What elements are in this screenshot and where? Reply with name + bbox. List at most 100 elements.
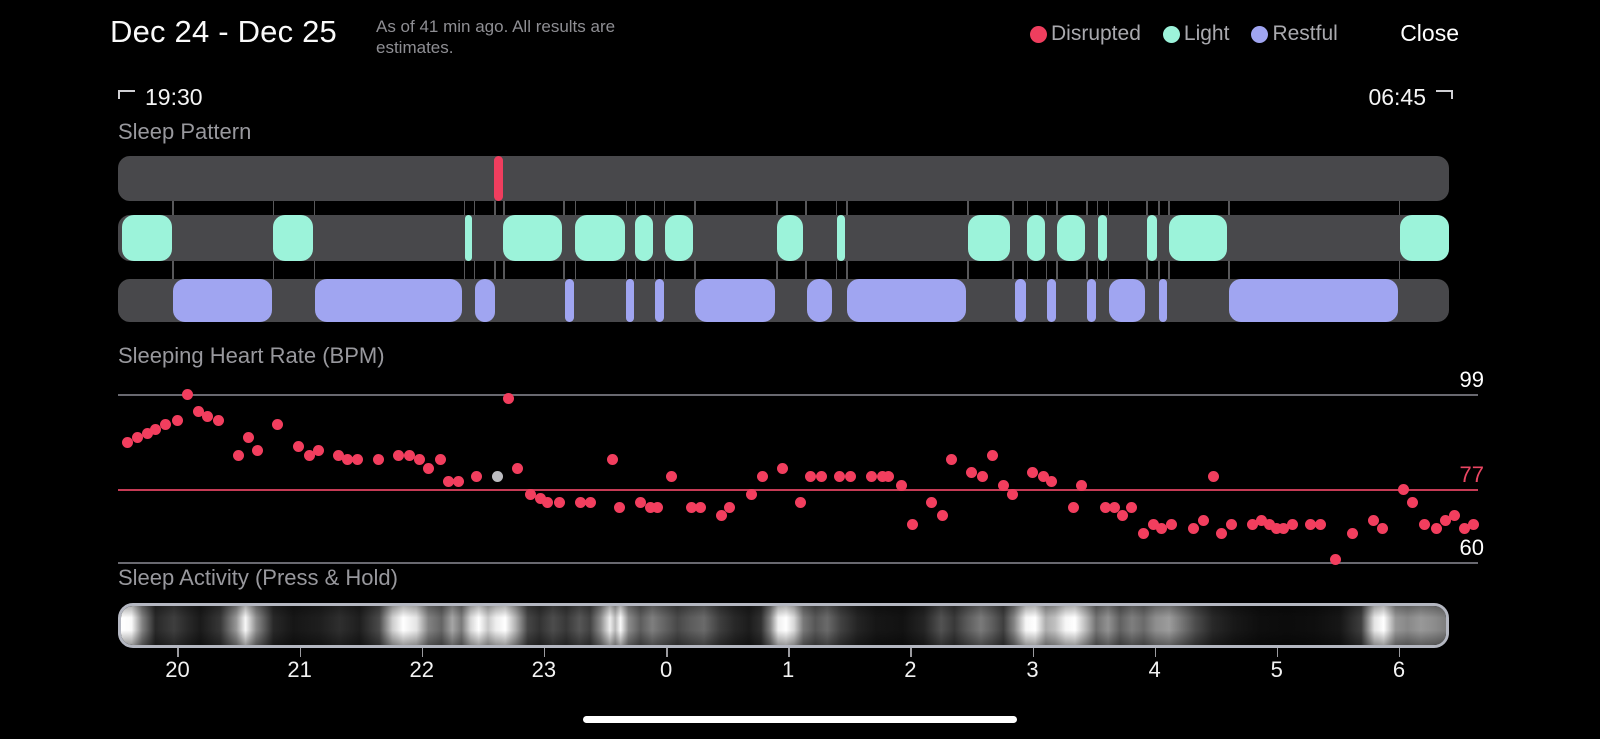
heart-rate-point [503,393,515,405]
heart-rate-point [201,410,213,422]
hour-label: 1 [782,657,795,682]
heart-rate-point [1166,518,1178,530]
legend: Disrupted Light Restful [1030,22,1338,46]
heart-rate-point [1406,497,1418,509]
heart-rate-point [1263,518,1275,530]
heart-rate-point [844,471,856,483]
heart-rate-point [614,501,626,513]
heart-rate-point [443,475,455,487]
heart-rate-point [965,467,977,478]
hour-tick [1398,648,1401,657]
heart-rate-point [1046,475,1058,487]
hour-label: 5 [1270,657,1283,682]
heart-rate-point [333,449,345,461]
page-title: Dec 24 - Dec 25 [110,14,337,49]
home-indicator[interactable] [583,716,1017,723]
hour-tick [1154,648,1157,657]
hour-label: 20 [165,657,190,682]
heart-rate-point [865,471,877,483]
heart-rate-point [776,462,788,474]
bpm-axis-label: 99 [1459,366,1484,392]
hour-label: 4 [1148,657,1161,682]
activity-gradient [121,606,1446,645]
sleep-segment [1086,279,1096,322]
heart-rate-point [1156,523,1168,535]
heart-rate-point [272,419,284,431]
heart-rate-point [511,462,523,474]
heart-rate-point [686,501,698,513]
heart-rate-point [925,497,937,509]
heart-rate-point [946,454,958,466]
heart-rate-point [1188,523,1200,535]
range-end-marker-icon [1436,90,1453,99]
heart-rate-point [150,423,162,435]
heart-rate-point [1271,523,1283,535]
heart-rate-point [997,479,1009,491]
heart-rate-point [606,454,618,466]
sleep-segment [1014,279,1026,322]
sleep-segment [626,279,635,322]
heart-rate-point [351,454,363,466]
sleep-pattern-title: Sleep Pattern [118,119,252,144]
reference-line-60 [118,562,1478,565]
heart-rate-point [1026,467,1038,478]
sleep-segment [655,279,665,322]
reference-line-77 [118,488,1478,491]
sleep-segment [694,279,775,322]
heart-rate-point [554,497,566,509]
heart-rate-point [1197,514,1209,526]
sleep-segment [776,215,803,261]
hour-tick [1276,648,1279,657]
light-dot-icon [1162,25,1180,43]
heart-rate-point [372,454,384,466]
sleep-segment [1400,215,1449,261]
heart-rate-point [652,501,664,513]
heart-rate-point [896,479,908,491]
sleep-segment [494,156,504,201]
last-updated-note: As of 41 min ago. All results are estima… [376,17,616,57]
hour-tick [299,648,302,657]
sleep-segment [967,215,1011,261]
sleep-segment [665,215,693,261]
hour-label: 23 [531,657,557,682]
heart-rate-point [1225,518,1237,530]
heart-rate-point [1207,471,1219,483]
sleep-window-end: 06:45 [1368,84,1453,111]
heart-rate-point [534,492,546,504]
sleep-segment [807,279,833,322]
sleep-activity-bar[interactable] [118,603,1449,648]
heart-rate-point [882,471,894,483]
close-button[interactable]: Close [1400,20,1459,46]
heart-rate-point [132,432,144,444]
heart-rate-point [393,449,405,461]
sleep-window-start: 19:30 [118,84,203,111]
hour-label: 0 [659,657,673,682]
heart-rate-point [715,510,727,522]
heart-rate-point [1286,518,1298,530]
start-time-label: 19:30 [145,84,203,110]
heart-rate-point [1329,553,1341,565]
heart-rate-point [1459,523,1471,535]
heart-rate-point [1467,518,1479,530]
sleep-segment [1146,215,1157,261]
reference-line-99 [118,393,1478,396]
heart-rate-point [193,406,205,418]
restful-dot-icon [1251,25,1269,43]
sleep-segment [121,215,173,261]
hour-tick [421,648,424,657]
disrupted-dot-icon [1030,25,1047,43]
heart-rate-point [1430,523,1442,535]
hour-tick [666,648,668,657]
hour-label: 6 [1392,657,1406,682]
heart-rate-point [1007,488,1019,500]
heart-rate-point [1346,527,1358,539]
heart-rate-point [986,449,998,461]
heart-rate-point [876,471,888,483]
sleep-segment [1057,215,1085,261]
sleep-segment [837,215,845,261]
heart-rate-point [907,518,919,530]
heart-rate-point [414,454,426,466]
heart-rate-point [794,497,806,509]
legend-label: Light [1183,22,1230,45]
